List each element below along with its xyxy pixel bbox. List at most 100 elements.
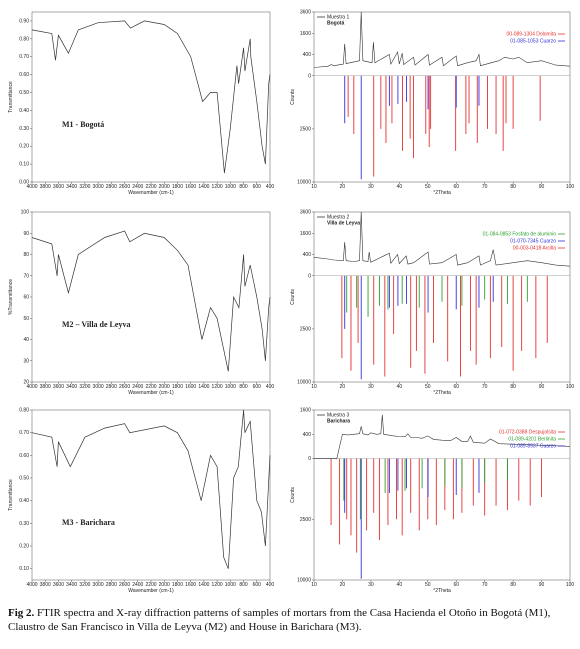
legend-entry: 01-085-1053 Cuarzo	[510, 39, 556, 45]
x-tick-label: 400	[266, 384, 275, 390]
x-tick-label: 3200	[79, 582, 90, 588]
y-tick-label: 1600	[300, 408, 311, 414]
y-tick-label: 0.20	[19, 544, 29, 550]
x-tick-label: 100	[566, 184, 575, 190]
legend-entry: 01-070-7345 Cuarzo	[510, 239, 556, 245]
x-tick-label: 3600	[53, 384, 64, 390]
y-axis-label: %Transmittance	[8, 279, 14, 315]
y-tick-label: 50	[23, 316, 29, 322]
y-tick-label: 3600	[300, 210, 311, 216]
x-tick-label: 2400	[132, 384, 143, 390]
x-tick-label: 3600	[53, 582, 64, 588]
x-tick-label: 10	[311, 384, 317, 390]
x-tick-label: 2400	[132, 184, 143, 190]
x-tick-label: 3800	[40, 184, 51, 190]
x-tick-label: 1000	[225, 184, 236, 190]
plot-frame	[31, 11, 271, 183]
x-tick-label: 1000	[225, 582, 236, 588]
y-axis-label: Counts	[290, 289, 296, 305]
caption: Fig 2. FTIR spectra and X-ray diffractio…	[8, 606, 574, 634]
x-tick-label: 2600	[119, 384, 130, 390]
x-tick-label: 100	[566, 384, 575, 390]
y-tick-label: 0	[308, 273, 311, 279]
y-tick-label: 400	[303, 432, 312, 438]
x-tick-label: 40	[397, 582, 403, 588]
x-tick-label: 1800	[172, 384, 183, 390]
x-tick-label: 2000	[159, 582, 170, 588]
y-tick-label: 0.60	[19, 72, 29, 78]
plot-frame	[313, 409, 571, 581]
y-tick-label: 90	[23, 231, 29, 237]
x-tick-label: 3000	[93, 184, 104, 190]
x-tick-label: 80	[510, 184, 516, 190]
x-tick-label: 2400	[132, 582, 143, 588]
y-tick-label: 0.30	[19, 521, 29, 527]
x-tick-label: 30	[368, 184, 374, 190]
x-tick-label: 90	[539, 582, 545, 588]
x-tick-label: 2800	[106, 384, 117, 390]
y-tick-label: 60	[23, 295, 29, 301]
x-tick-label: 3400	[66, 384, 77, 390]
y-tick-label: 0.50	[19, 90, 29, 96]
y-tick-label: 2500	[300, 126, 311, 132]
x-axis-label: Wavenumber (cm-1)	[128, 190, 174, 196]
x-tick-label: 3200	[79, 384, 90, 390]
x-tick-label: 90	[539, 384, 545, 390]
x-tick-label: 10	[311, 582, 317, 588]
y-tick-label: 0.00	[19, 180, 29, 186]
y-tick-label: 0.90	[19, 18, 29, 24]
x-axis-label: °2Theta	[433, 588, 451, 594]
legend-site: Villa de Leyva	[327, 221, 360, 227]
x-tick-label: 80	[510, 582, 516, 588]
x-tick-label: 400	[266, 582, 275, 588]
x-tick-label: 50	[425, 384, 431, 390]
x-tick-label: 70	[482, 582, 488, 588]
x-tick-label: 800	[239, 384, 248, 390]
x-tick-label: 90	[539, 184, 545, 190]
legend-sample: Muestra 1	[327, 15, 349, 21]
y-tick-label: 1600	[300, 31, 311, 37]
legend-sample: Muestra 3	[327, 413, 349, 419]
x-tick-label: 1400	[198, 184, 209, 190]
y-tick-label: 10000	[297, 380, 311, 386]
caption-text: FTIR spectra and X-ray diffraction patte…	[8, 607, 551, 633]
y-tick-label: 10000	[297, 578, 311, 584]
y-tick-label: 0	[308, 73, 311, 79]
x-tick-label: 3000	[93, 384, 104, 390]
x-tick-label: 2200	[145, 582, 156, 588]
y-tick-label: 400	[303, 52, 312, 58]
sample-label: M3 - Barichara	[62, 518, 115, 527]
x-tick-label: 600	[253, 184, 262, 190]
spectrum-line	[31, 20, 271, 174]
caption-label: Fig 2.	[8, 607, 35, 619]
spectrum-line	[31, 230, 271, 372]
x-tick-label: 3400	[66, 184, 77, 190]
spectrum-line	[31, 409, 271, 569]
x-tick-label: 20	[340, 184, 346, 190]
x-tick-label: 10	[311, 184, 317, 190]
figure: 4000 3800 3600 3400 3200 3000 2800 2600 2400 2200…	[8, 10, 575, 595]
x-tick-label: 60	[453, 184, 459, 190]
y-tick-label: 40	[23, 337, 29, 343]
x-tick-label: 20	[340, 582, 346, 588]
plot-frame	[313, 11, 571, 183]
x-tick-label: 30	[368, 582, 374, 588]
y-tick-label: 20	[23, 380, 29, 386]
x-tick-label: 4000	[26, 384, 37, 390]
legend-entry: 01-089-8937 Cuarzo	[510, 444, 556, 450]
y-tick-label: 2500	[300, 326, 311, 332]
x-tick-label: 800	[239, 582, 248, 588]
pattern-line	[314, 414, 571, 459]
y-tick-label: 0.20	[19, 144, 29, 150]
y-tick-label: 10000	[297, 180, 311, 186]
y-axis-label: Counts	[290, 487, 296, 503]
x-tick-label: 2800	[106, 184, 117, 190]
x-tick-label: 1200	[212, 384, 223, 390]
x-tick-label: 1400	[198, 582, 209, 588]
x-tick-label: 80	[510, 384, 516, 390]
y-tick-label: 0.10	[19, 162, 29, 168]
y-tick-label: 80	[23, 252, 29, 258]
y-tick-label: 0.60	[19, 453, 29, 459]
y-tick-label: 0.70	[19, 54, 29, 60]
